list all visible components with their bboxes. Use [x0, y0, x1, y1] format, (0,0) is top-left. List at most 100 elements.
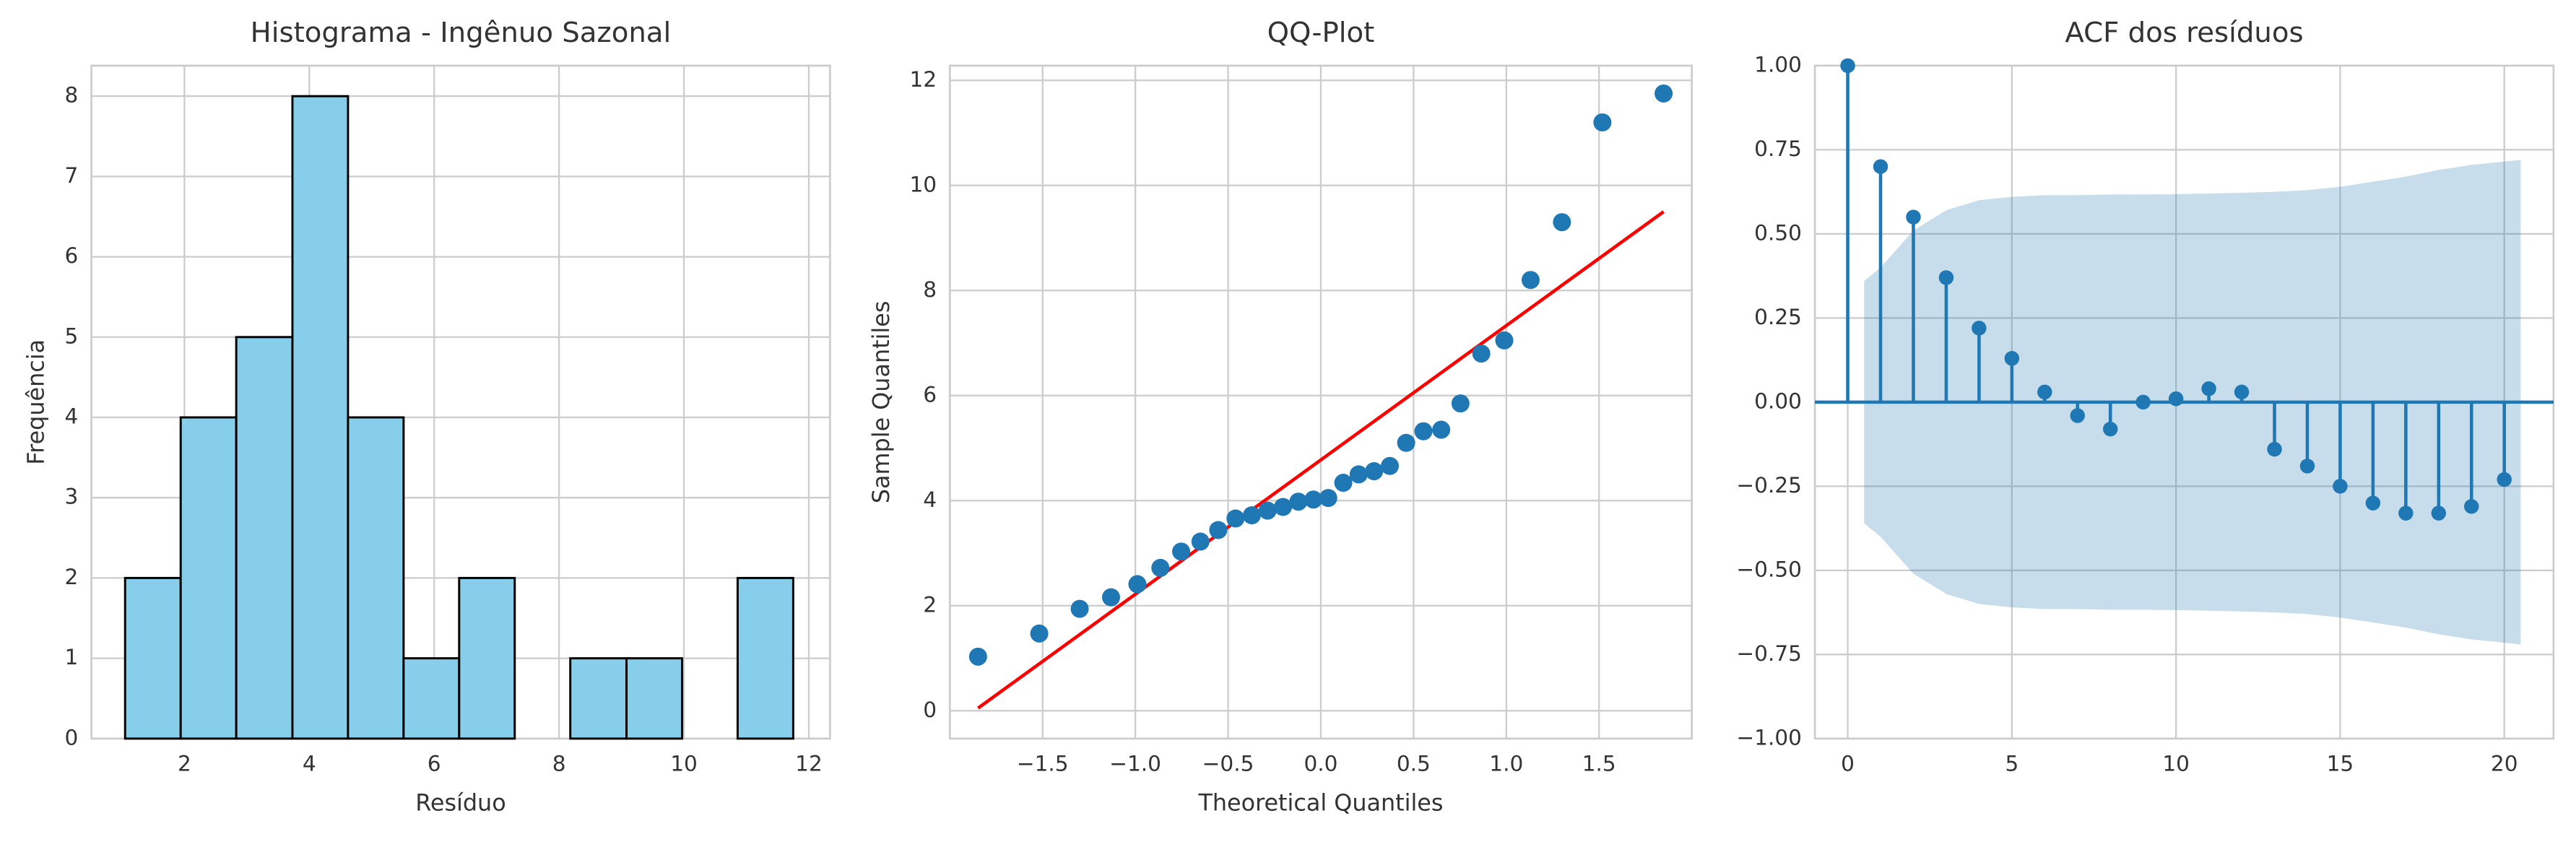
point — [1655, 84, 1673, 103]
bar — [402, 657, 461, 740]
point — [1151, 558, 1170, 577]
x-tick-label: 10 — [670, 752, 698, 776]
point — [1553, 213, 1571, 232]
y-tick-label: 4 — [923, 487, 937, 512]
bar — [347, 416, 405, 740]
bar — [179, 416, 238, 740]
point — [1495, 331, 1514, 350]
y-tick-label: 0 — [65, 725, 79, 750]
x-tick-label: 1.5 — [1582, 752, 1616, 776]
x-tick-label: −0.5 — [1202, 752, 1254, 776]
y-axis-label: Sample Quantiles — [867, 301, 895, 504]
stem-marker — [2333, 479, 2348, 494]
chart-title: Histograma - Ingênuo Sazonal — [251, 17, 672, 49]
point — [1451, 394, 1470, 413]
y-tick-label: 10 — [910, 172, 937, 196]
y-tick-label: 7 — [65, 163, 79, 188]
stem-marker — [2037, 384, 2052, 400]
bar — [291, 95, 350, 740]
stem-marker — [2464, 499, 2479, 514]
point — [1319, 489, 1337, 508]
point — [968, 647, 987, 666]
point — [1128, 575, 1147, 594]
stem-marker — [1906, 209, 1921, 225]
bar — [123, 576, 182, 740]
point — [1304, 490, 1323, 509]
stem-marker — [1972, 321, 1987, 336]
y-tick-label: 2 — [923, 592, 937, 617]
stem-marker — [2135, 394, 2151, 410]
point — [1172, 542, 1191, 561]
bar — [569, 657, 628, 740]
stem-marker — [2299, 459, 2315, 474]
bar — [235, 336, 294, 740]
x-tick-label: 0.0 — [1304, 752, 1337, 776]
stem-marker — [2102, 421, 2118, 437]
x-tick-label: −1.5 — [1017, 752, 1069, 776]
bar — [736, 576, 794, 740]
point — [1349, 465, 1368, 484]
x-tick-label: 0.5 — [1397, 752, 1431, 776]
subplot: −1.5 −1.0 −0.5 0.0 0.5 1.0 1.5 0 2 4 6 8 10 12 QQ-Plot… — [867, 17, 1693, 817]
stem-marker — [1840, 58, 1855, 74]
stem-marker — [2004, 351, 2020, 366]
stem-marker — [2398, 505, 2414, 521]
point — [1397, 433, 1415, 452]
bar — [458, 576, 516, 740]
point — [1191, 532, 1210, 551]
stem-marker — [2168, 391, 2184, 407]
x-tick-label: 0 — [1841, 752, 1855, 776]
x-tick-label: 15 — [2327, 752, 2354, 776]
x-tick-label: 6 — [428, 752, 441, 776]
stem-marker — [2070, 408, 2085, 423]
axes-frame — [948, 64, 1693, 740]
point — [1070, 599, 1089, 618]
point — [1209, 521, 1228, 539]
x-tick-label: 5 — [2005, 752, 2018, 776]
y-tick-label: 3 — [65, 485, 79, 509]
point — [1030, 624, 1049, 643]
point — [1334, 474, 1353, 492]
y-tick-label: 1 — [65, 645, 79, 669]
x-axis-label: Resíduo — [415, 789, 506, 817]
x-tick-label: −1.0 — [1109, 752, 1161, 776]
point — [1593, 113, 1612, 131]
subplot: 0 5 10 15 20 −1.00 −0.75 −0.50 −0.25 0.00 0.25 0.50… — [1736, 17, 2555, 776]
x-tick-label: 2 — [178, 752, 191, 776]
stem-marker — [1873, 159, 1888, 174]
y-tick-label: 8 — [65, 83, 79, 108]
y-tick-label: −0.75 — [1736, 641, 1802, 666]
x-tick-label: 20 — [2491, 752, 2518, 776]
point — [1472, 344, 1491, 363]
point — [1365, 462, 1384, 481]
y-tick-label: −0.50 — [1736, 557, 1802, 581]
point — [1432, 420, 1451, 439]
y-axis-label: Frequência — [22, 339, 50, 465]
point — [1274, 498, 1293, 516]
x-tick-label: 4 — [303, 752, 316, 776]
y-tick-label: 12 — [910, 67, 937, 92]
point — [1101, 588, 1120, 607]
x-tick-label: 1.0 — [1489, 752, 1523, 776]
y-tick-label: 1.00 — [1754, 52, 1802, 77]
chart-title: QQ-Plot — [1267, 17, 1375, 49]
point — [1242, 506, 1261, 525]
y-tick-label: 8 — [923, 277, 937, 302]
point — [1258, 501, 1277, 520]
point — [1414, 422, 1433, 440]
y-tick-label: 0.00 — [1754, 389, 1802, 413]
y-tick-label: 6 — [65, 243, 79, 268]
point — [1521, 271, 1540, 290]
y-tick-label: 0.25 — [1754, 305, 1802, 329]
y-tick-label: 0 — [923, 698, 937, 722]
point — [1226, 509, 1245, 528]
point — [1381, 456, 1400, 475]
stem-marker — [2497, 472, 2512, 487]
y-tick-label: −1.00 — [1736, 725, 1802, 750]
stem-marker — [2431, 505, 2447, 521]
y-tick-label: 2 — [65, 565, 79, 589]
chart-title: ACF dos resíduos — [2065, 17, 2303, 49]
stem-marker — [2365, 495, 2381, 511]
stem-marker — [2234, 384, 2250, 400]
